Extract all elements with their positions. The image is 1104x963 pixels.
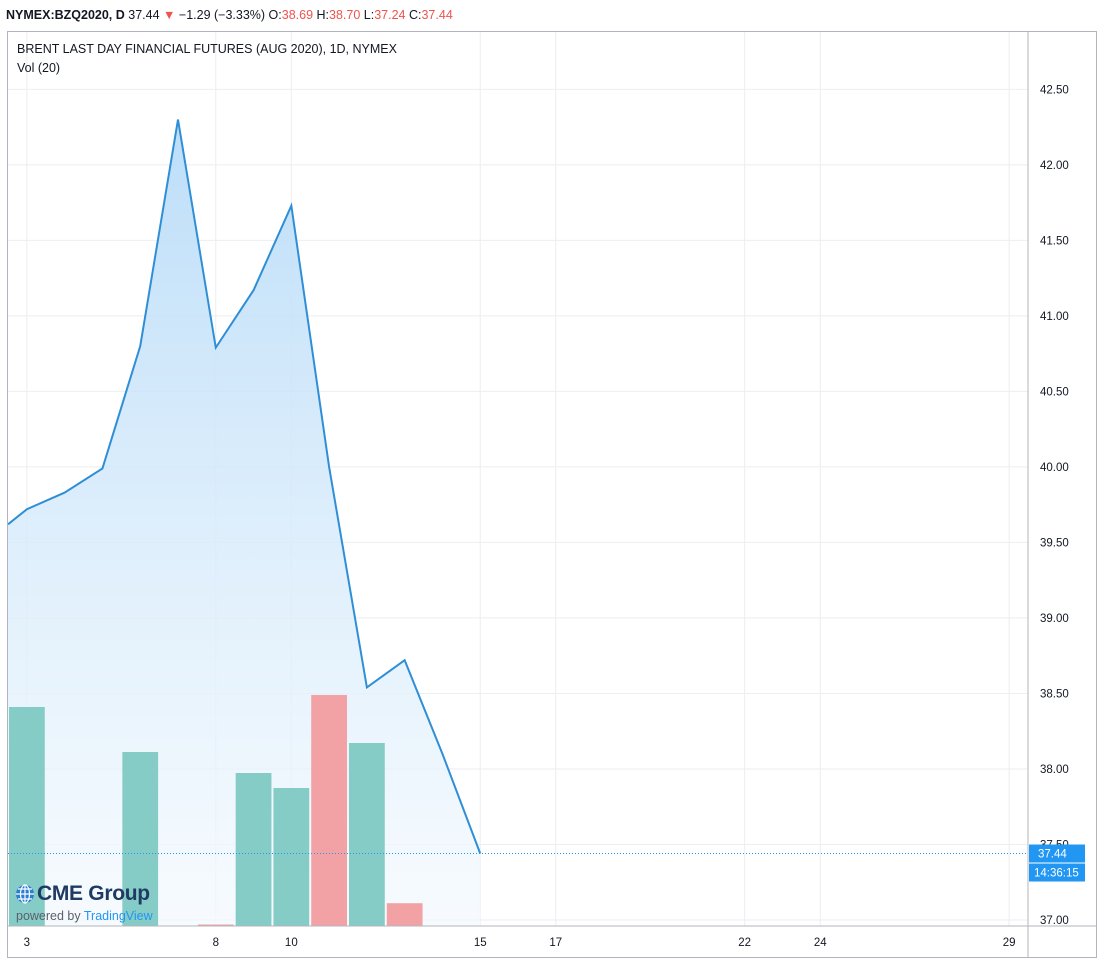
volume-bar[interactable] [386, 903, 423, 926]
cme-brand-text: CME Group [37, 882, 150, 905]
close-label: C: [408, 8, 422, 22]
open-value: 38.69 [281, 8, 314, 22]
high-value: 38.70 [329, 8, 361, 22]
y-tick-label: 38.00 [1040, 764, 1069, 776]
chart-area[interactable]: 37.0037.5038.0038.5039.0039.5040.0040.50… [7, 31, 1097, 958]
low-label: L: [363, 8, 375, 22]
powered-by-label: powered by [16, 909, 81, 923]
y-tick-label: 39.00 [1040, 613, 1069, 625]
y-tick-label: 40.00 [1040, 462, 1069, 474]
y-tick-label: 38.50 [1040, 688, 1069, 700]
x-tick-label: 29 [1003, 937, 1016, 949]
volume-bar[interactable] [235, 773, 272, 926]
x-tick-label: 10 [285, 937, 298, 949]
last-price-tag [1029, 844, 1085, 863]
y-tick-label: 41.50 [1040, 235, 1069, 247]
price-change: −1.29 (−3.33%) [178, 8, 266, 22]
volume-bar[interactable] [349, 743, 385, 926]
x-tick-label: 15 [474, 937, 487, 949]
y-tick-label: 41.00 [1040, 311, 1069, 323]
x-tick-label: 8 [213, 937, 219, 949]
chart-legend: BRENT LAST DAY FINANCIAL FUTURES (AUG 20… [17, 40, 397, 78]
countdown-tag-label: 14:36:15 [1034, 868, 1079, 880]
y-tick-label: 37.00 [1040, 915, 1069, 927]
chart-title: BRENT LAST DAY FINANCIAL FUTURES (AUG 20… [17, 42, 397, 56]
x-tick-label: 24 [814, 937, 827, 949]
symbol-label: NYMEX:BZQ2020, D [6, 8, 125, 22]
symbol-header: NYMEX:BZQ2020, D 37.44 ▼ −1.29 (−3.33%) … [6, 0, 453, 30]
open-label: O: [268, 8, 282, 22]
y-tick-label: 42.50 [1040, 84, 1069, 96]
x-tick-label: 3 [24, 937, 30, 949]
globe-icon [16, 884, 34, 904]
price-line[interactable] [8, 119, 482, 854]
last-price: 37.44 [128, 8, 160, 22]
close-value: 37.44 [421, 8, 453, 22]
volume-indicator-label[interactable]: Vol (20) [17, 61, 61, 75]
axes: 37.0037.5038.0038.5039.0039.5040.0040.50… [8, 32, 1096, 957]
price-chart[interactable]: 37.0037.5038.0038.5039.0039.5040.0040.50… [8, 32, 1097, 958]
y-tick-label: 39.50 [1040, 537, 1069, 549]
x-tick-label: 17 [549, 937, 562, 949]
y-tick-label: 40.50 [1040, 386, 1069, 398]
volume-bar[interactable] [311, 695, 347, 926]
area-fill [8, 119, 481, 927]
countdown-tag [1029, 863, 1085, 882]
low-value: 37.24 [374, 8, 406, 22]
tradingview-link[interactable]: TradingView [83, 909, 153, 923]
volume-bar[interactable] [122, 752, 159, 926]
price-line-series [8, 119, 482, 854]
down-arrow-icon: ▼ [163, 8, 176, 22]
powered-by-text: powered by TradingView [16, 909, 153, 923]
y-tick-label: 42.00 [1040, 160, 1069, 172]
high-label: H: [316, 8, 330, 22]
cme-watermark: CME Group powered by TradingView [15, 882, 185, 932]
last-price-tag-label: 37.44 [1038, 849, 1067, 861]
x-tick-label: 22 [738, 937, 751, 949]
volume-bar[interactable] [197, 924, 234, 927]
price-area [8, 119, 481, 927]
volume-bar[interactable] [273, 788, 310, 926]
